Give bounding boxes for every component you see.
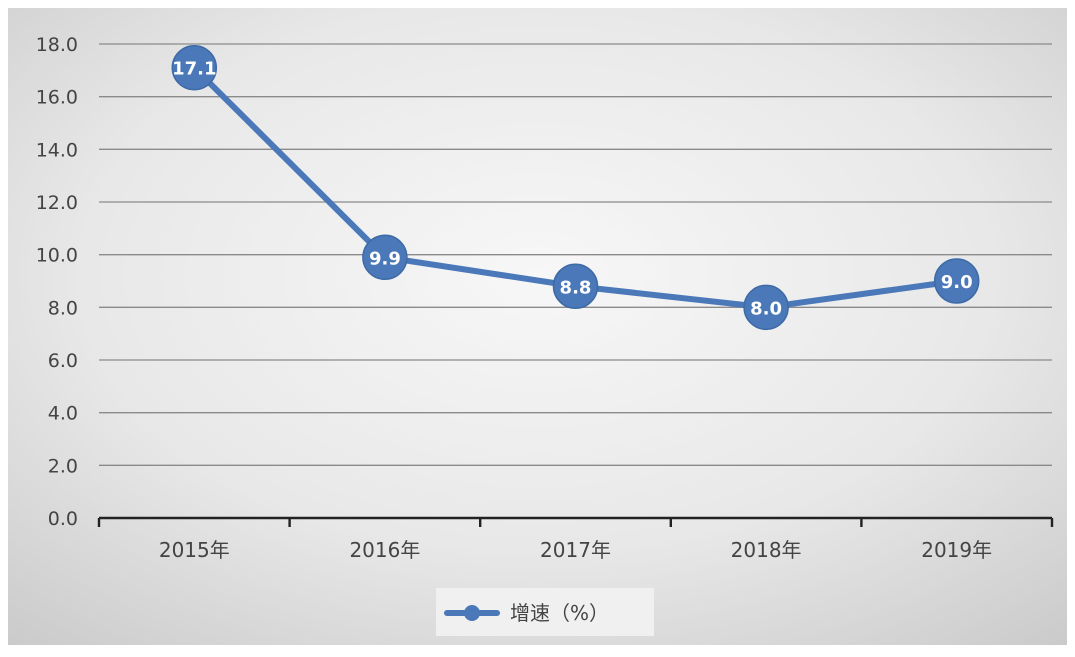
- legend-marker-swatch: [464, 605, 480, 621]
- y-tick-label: 10.0: [36, 245, 78, 267]
- y-tick-label: 6.0: [48, 350, 78, 372]
- x-tick-label: 2017年: [540, 538, 611, 562]
- x-tick-label: 2015年: [159, 538, 230, 562]
- series-line: 17.1 9.9 8.8 8.0 9.0: [171, 44, 980, 331]
- y-tick-label: 8.0: [48, 297, 78, 319]
- gridlines: [99, 43, 1052, 466]
- data-label: 9.0: [941, 272, 973, 293]
- x-axis: 2015年 2016年 2017年 2018年 2019年: [97, 516, 1054, 562]
- data-point-marker[interactable]: [743, 284, 789, 331]
- legend-label: 增速（%）: [510, 601, 609, 625]
- data-label: 8.8: [560, 277, 592, 298]
- legend[interactable]: 增速（%）: [436, 588, 654, 636]
- data-point-marker[interactable]: [362, 234, 408, 281]
- y-tick-label: 2.0: [48, 455, 78, 477]
- data-label: 8.0: [750, 298, 782, 319]
- y-tick-label: 18.0: [36, 34, 78, 56]
- y-axis-tick-labels: 0.0 2.0 4.0 6.0 8.0 10.0 12.0 14.0 16.0 18.0: [36, 34, 78, 530]
- y-tick-label: 16.0: [36, 87, 78, 109]
- x-tick-label: 2016年: [349, 538, 420, 562]
- data-label: 17.1: [172, 59, 216, 80]
- y-tick-label: 14.0: [36, 139, 78, 161]
- data-label: 9.9: [369, 248, 401, 269]
- data-point-marker[interactable]: [552, 263, 599, 310]
- y-tick-label: 0.0: [48, 508, 78, 530]
- x-tick-label: 2019年: [921, 538, 992, 562]
- data-point-marker[interactable]: [933, 258, 980, 304]
- data-point-marker[interactable]: [171, 44, 218, 91]
- y-tick-label: 12.0: [36, 192, 78, 214]
- y-tick-label: 4.0: [48, 403, 78, 425]
- x-tick-label: 2018年: [731, 538, 802, 562]
- chart-background: [8, 8, 1067, 645]
